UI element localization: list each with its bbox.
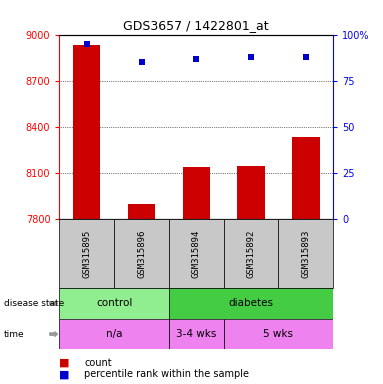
Text: 3-4 wks: 3-4 wks bbox=[176, 329, 216, 339]
Bar bbox=[169, 288, 333, 319]
Text: n/a: n/a bbox=[106, 329, 123, 339]
Text: 5 wks: 5 wks bbox=[264, 329, 293, 339]
Bar bbox=[59, 319, 169, 349]
Text: GSM315895: GSM315895 bbox=[82, 229, 91, 278]
Bar bbox=[224, 319, 333, 349]
Point bbox=[139, 59, 145, 65]
Text: percentile rank within the sample: percentile rank within the sample bbox=[84, 369, 249, 379]
Bar bbox=[59, 288, 169, 319]
Text: ■: ■ bbox=[59, 358, 70, 368]
Text: diabetes: diabetes bbox=[229, 298, 273, 308]
Bar bbox=[59, 219, 114, 288]
Bar bbox=[237, 166, 265, 219]
Text: count: count bbox=[84, 358, 112, 368]
Bar bbox=[183, 167, 210, 219]
Bar bbox=[114, 219, 169, 288]
Text: GSM315893: GSM315893 bbox=[301, 229, 310, 278]
Text: GSM315892: GSM315892 bbox=[247, 229, 255, 278]
Title: GDS3657 / 1422801_at: GDS3657 / 1422801_at bbox=[123, 19, 269, 32]
Point bbox=[303, 54, 309, 60]
Bar bbox=[73, 45, 100, 219]
Text: GSM315894: GSM315894 bbox=[192, 229, 201, 278]
Bar bbox=[169, 319, 224, 349]
Text: time: time bbox=[4, 329, 25, 339]
Text: disease state: disease state bbox=[4, 299, 64, 308]
Text: GSM315896: GSM315896 bbox=[137, 229, 146, 278]
Point bbox=[83, 41, 90, 47]
Bar bbox=[292, 137, 319, 219]
Text: ■: ■ bbox=[59, 369, 70, 379]
Bar bbox=[169, 219, 224, 288]
Bar bbox=[128, 204, 155, 219]
Point bbox=[248, 54, 254, 60]
Text: control: control bbox=[96, 298, 132, 308]
Bar bbox=[278, 219, 333, 288]
Bar bbox=[224, 219, 278, 288]
Point bbox=[193, 55, 199, 61]
